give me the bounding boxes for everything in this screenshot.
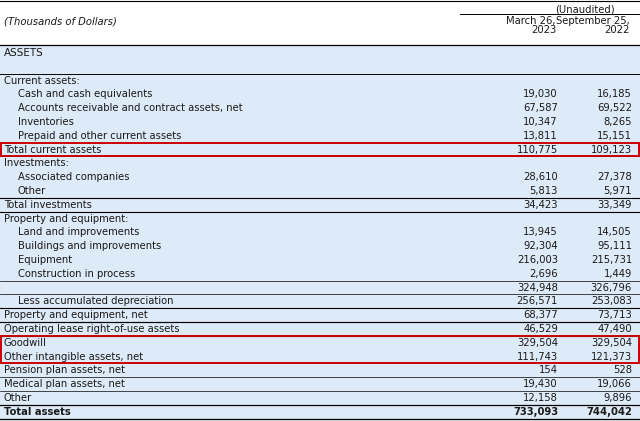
Text: 111,743: 111,743 — [517, 352, 558, 362]
Text: Other: Other — [18, 186, 46, 196]
Text: Total investments: Total investments — [4, 200, 92, 210]
Text: Goodwill: Goodwill — [4, 338, 47, 348]
Text: Associated companies: Associated companies — [18, 172, 129, 182]
Text: 28,610: 28,610 — [524, 172, 558, 182]
Text: Cash and cash equivalents: Cash and cash equivalents — [18, 89, 152, 99]
Text: 69,522: 69,522 — [597, 103, 632, 113]
Text: Medical plan assets, net: Medical plan assets, net — [4, 379, 125, 389]
Text: 1,449: 1,449 — [604, 269, 632, 279]
Text: Property and equipment:: Property and equipment: — [4, 213, 129, 224]
Bar — [1, 336, 639, 363]
Text: 10,347: 10,347 — [524, 117, 558, 127]
Text: Current assets:: Current assets: — [4, 76, 80, 85]
Text: 326,796: 326,796 — [591, 282, 632, 293]
Text: 109,123: 109,123 — [591, 144, 632, 155]
Text: ASSETS: ASSETS — [4, 48, 44, 58]
Text: 16,185: 16,185 — [597, 89, 632, 99]
Text: 216,003: 216,003 — [517, 255, 558, 265]
Text: 19,066: 19,066 — [597, 379, 632, 389]
Text: 12,158: 12,158 — [523, 393, 558, 403]
Text: Construction in process: Construction in process — [18, 269, 135, 279]
Text: 2,696: 2,696 — [529, 269, 558, 279]
Text: Land and improvements: Land and improvements — [18, 227, 140, 237]
Text: 215,731: 215,731 — [591, 255, 632, 265]
Text: 27,378: 27,378 — [597, 172, 632, 182]
Text: Other intangible assets, net: Other intangible assets, net — [4, 352, 143, 362]
Text: Property and equipment, net: Property and equipment, net — [4, 310, 148, 320]
Text: 8,265: 8,265 — [604, 117, 632, 127]
Text: Inventories: Inventories — [18, 117, 74, 127]
Text: 19,030: 19,030 — [524, 89, 558, 99]
Text: 13,945: 13,945 — [524, 227, 558, 237]
Text: 110,775: 110,775 — [516, 144, 558, 155]
Text: 34,423: 34,423 — [524, 200, 558, 210]
Text: 121,373: 121,373 — [591, 352, 632, 362]
Text: 9,896: 9,896 — [604, 393, 632, 403]
Text: September 25,: September 25, — [556, 16, 630, 26]
Text: 253,083: 253,083 — [591, 296, 632, 306]
Text: Equipment: Equipment — [18, 255, 72, 265]
Bar — [0, 0, 640, 46]
Bar — [1, 143, 639, 156]
Text: 733,093: 733,093 — [513, 407, 558, 417]
Text: 744,042: 744,042 — [586, 407, 632, 417]
Text: 528: 528 — [613, 365, 632, 376]
Text: 15,151: 15,151 — [597, 131, 632, 141]
Text: 2023: 2023 — [531, 25, 556, 35]
Text: Prepaid and other current assets: Prepaid and other current assets — [18, 131, 181, 141]
Text: 19,430: 19,430 — [524, 379, 558, 389]
Text: 256,571: 256,571 — [516, 296, 558, 306]
Text: 329,504: 329,504 — [517, 338, 558, 348]
Text: 68,377: 68,377 — [524, 310, 558, 320]
Text: 95,111: 95,111 — [597, 241, 632, 251]
Text: 324,948: 324,948 — [517, 282, 558, 293]
Bar — [0, 46, 640, 60]
Text: 154: 154 — [539, 365, 558, 376]
Text: 2022: 2022 — [605, 25, 630, 35]
Text: 46,529: 46,529 — [523, 324, 558, 334]
Text: 33,349: 33,349 — [598, 200, 632, 210]
Text: Other: Other — [4, 393, 32, 403]
Text: 73,713: 73,713 — [597, 310, 632, 320]
Text: Buildings and improvements: Buildings and improvements — [18, 241, 161, 251]
Text: March 26,: March 26, — [506, 16, 556, 26]
Text: (Unaudited): (Unaudited) — [555, 4, 615, 14]
Text: 13,811: 13,811 — [524, 131, 558, 141]
Text: Operating lease right-of-use assets: Operating lease right-of-use assets — [4, 324, 179, 334]
Text: 92,304: 92,304 — [524, 241, 558, 251]
Text: Less accumulated depreciation: Less accumulated depreciation — [18, 296, 173, 306]
Text: 47,490: 47,490 — [597, 324, 632, 334]
Text: 5,813: 5,813 — [530, 186, 558, 196]
Text: Total assets: Total assets — [4, 407, 71, 417]
Text: Investments:: Investments: — [4, 158, 69, 168]
Text: Total current assets: Total current assets — [4, 144, 101, 155]
Text: Pension plan assets, net: Pension plan assets, net — [4, 365, 125, 376]
Text: 67,587: 67,587 — [523, 103, 558, 113]
Text: 14,505: 14,505 — [597, 227, 632, 237]
Text: (Thousands of Dollars): (Thousands of Dollars) — [4, 16, 117, 26]
Text: 5,971: 5,971 — [604, 186, 632, 196]
Text: Accounts receivable and contract assets, net: Accounts receivable and contract assets,… — [18, 103, 243, 113]
Text: 329,504: 329,504 — [591, 338, 632, 348]
